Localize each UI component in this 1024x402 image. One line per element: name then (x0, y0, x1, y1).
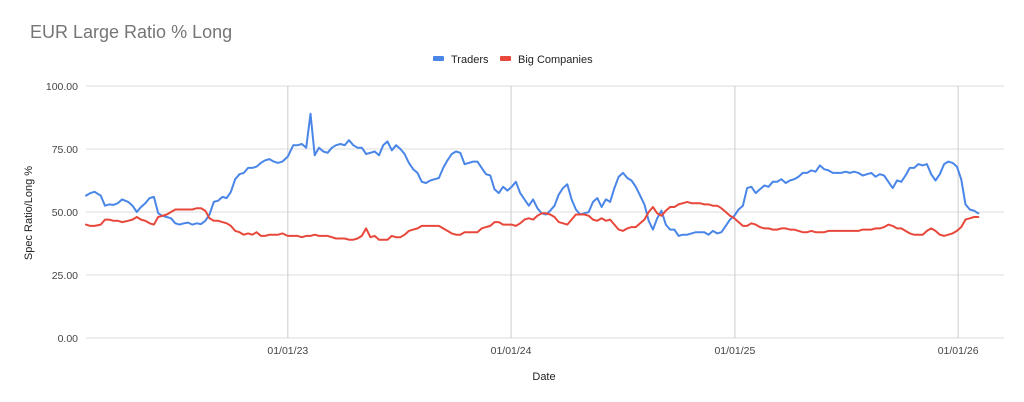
legend-swatch-traders (433, 56, 444, 61)
legend-label-big-companies[interactable]: Big Companies (518, 54, 593, 66)
x-axis-ticks: 01/01/23 01/01/24 01/01/25 01/01/26 (267, 345, 978, 357)
x-tick-label-3: 01/01/26 (938, 345, 979, 357)
y-axis-ticks: 0.00 25.00 50.00 75.00 100.00 (46, 81, 78, 345)
legend-swatch-big-companies (500, 56, 511, 61)
y-tick-label-1: 25.00 (52, 270, 78, 282)
series-lines (85, 112, 980, 241)
series-line-big-companies[interactable] (85, 200, 980, 241)
y-tick-label-2: 50.00 (52, 207, 78, 219)
x-tick-label-1: 01/01/24 (491, 345, 532, 357)
x-tick-label-2: 01/01/25 (714, 345, 755, 357)
y-tick-label-0: 0.00 (58, 333, 79, 345)
gridlines (86, 85, 1004, 339)
x-tick-label-0: 01/01/23 (267, 345, 308, 357)
x-axis-label: Date (532, 371, 555, 383)
chart-title: EUR Large Ratio % Long (30, 22, 232, 42)
legend-label-traders[interactable]: Traders (451, 54, 489, 66)
y-axis-label: Spec Ratio/Long % (23, 166, 35, 260)
y-tick-label-4: 100.00 (46, 81, 78, 93)
legend: Traders Big Companies (433, 54, 593, 66)
y-tick-label-3: 75.00 (52, 144, 78, 156)
series-line-traders[interactable] (85, 112, 980, 237)
